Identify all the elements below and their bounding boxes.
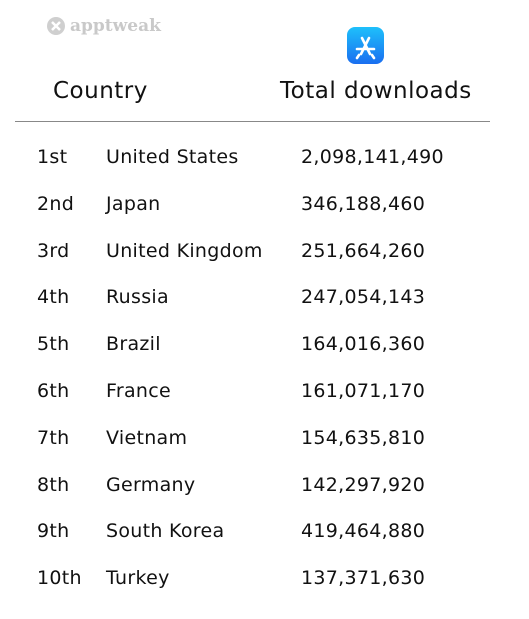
downloads-cell: 161,071,170 bbox=[301, 380, 426, 402]
country-cell: Brazil bbox=[106, 333, 161, 356]
country-cell: United Kingdom bbox=[106, 239, 263, 262]
country-cell: Vietnam bbox=[106, 426, 188, 449]
country-cell: United States bbox=[106, 146, 239, 168]
rank-cell: 10th bbox=[37, 567, 82, 590]
country-cell: Russia bbox=[106, 286, 169, 309]
app-store-icon bbox=[347, 27, 384, 64]
downloads-cell: 247,054,143 bbox=[301, 286, 426, 309]
divider bbox=[15, 121, 490, 122]
downloads-cell: 251,664,260 bbox=[301, 239, 426, 262]
rank-cell: 4th bbox=[37, 286, 70, 309]
country-cell: Turkey bbox=[106, 567, 170, 590]
downloads-cell: 419,464,880 bbox=[301, 520, 426, 543]
rank-cell: 7th bbox=[37, 426, 70, 449]
country-cell: Germany bbox=[106, 473, 196, 496]
rank-cell: 9th bbox=[37, 520, 70, 543]
downloads-cell: 137,371,630 bbox=[301, 567, 426, 590]
logo: apptweak bbox=[46, 16, 161, 36]
rank-cell: 6th bbox=[37, 380, 70, 402]
country-cell: South Korea bbox=[106, 520, 225, 543]
downloads-cell: 346,188,460 bbox=[301, 192, 426, 215]
rank-cell: 5th bbox=[37, 333, 70, 356]
downloads-cell: 154,635,810 bbox=[301, 426, 426, 449]
rank-cell: 2nd bbox=[37, 192, 75, 215]
logo-text: apptweak bbox=[70, 16, 161, 36]
country-cell: France bbox=[106, 380, 171, 402]
rank-cell: 1st bbox=[37, 146, 68, 168]
header-downloads: Total downloads bbox=[280, 78, 472, 104]
header-country: Country bbox=[53, 78, 148, 104]
logo-icon bbox=[47, 17, 65, 35]
rank-cell: 8th bbox=[37, 473, 70, 496]
rank-cell: 3rd bbox=[37, 239, 70, 262]
country-cell: Japan bbox=[106, 192, 161, 215]
downloads-cell: 2,098,141,490 bbox=[301, 146, 444, 168]
downloads-cell: 164,016,360 bbox=[301, 333, 426, 356]
downloads-cell: 142,297,920 bbox=[301, 473, 426, 496]
